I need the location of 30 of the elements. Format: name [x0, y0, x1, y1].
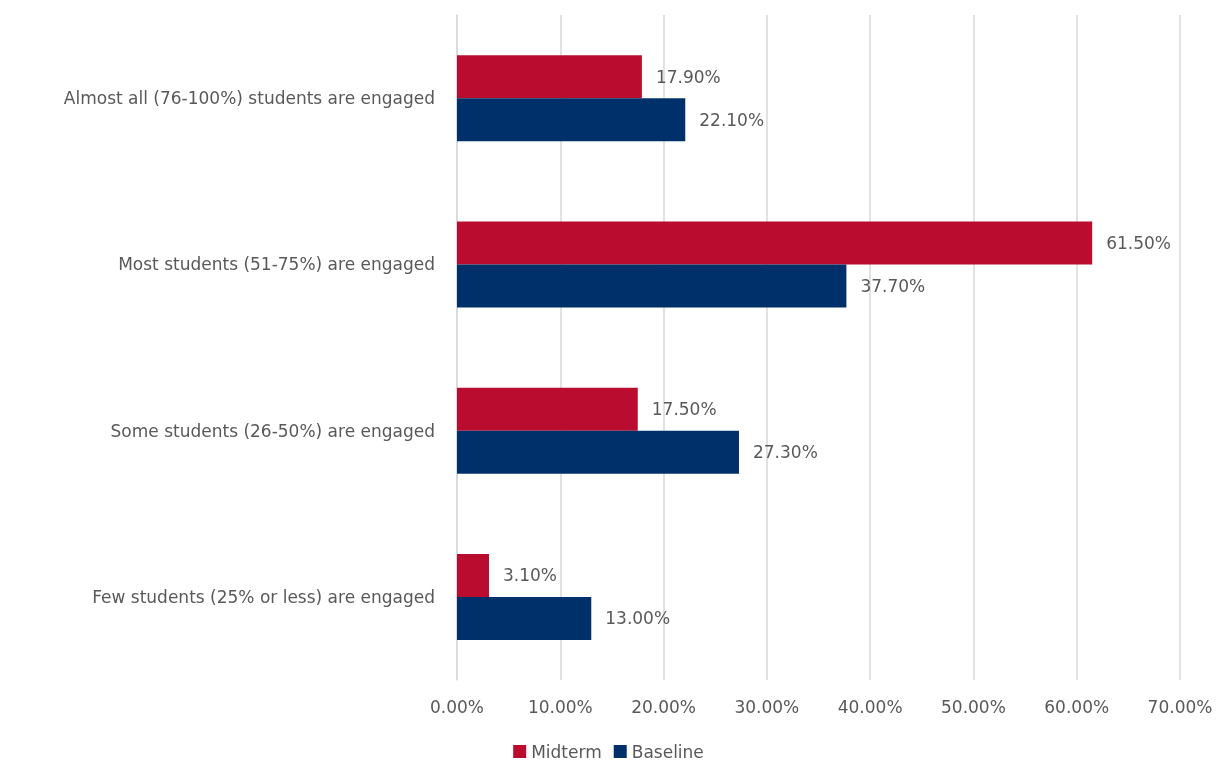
data-label: 17.90% [655, 66, 721, 87]
data-label: 22.10% [699, 109, 765, 130]
x-tick-label: 30.00% [734, 696, 800, 717]
bar [457, 553, 490, 597]
x-tick-label: 10.00% [527, 696, 593, 717]
x-tick-label: 60.00% [1044, 696, 1110, 717]
bar [457, 596, 592, 640]
x-tick-label: 40.00% [837, 696, 903, 717]
data-label: 61.50% [1106, 232, 1172, 253]
data-label: 13.00% [605, 608, 671, 629]
bar [457, 264, 847, 308]
x-tick-label: 50.00% [941, 696, 1006, 717]
x-tick-label: 20.00% [631, 696, 696, 717]
data-label: 3.10% [503, 565, 558, 586]
y-tick-label: Some students (26-50%) are engaged [110, 420, 435, 441]
bar [457, 98, 686, 142]
y-tick-label: Few students (25% or less) are engaged [92, 586, 435, 607]
data-label: 27.30% [752, 442, 818, 463]
bar [457, 430, 739, 474]
data-label: 37.70% [860, 275, 926, 296]
data-label: 17.50% [651, 399, 717, 420]
y-tick-label: Most students (51-75%) are engaged [118, 254, 435, 275]
x-tick-label: 70.00% [1147, 696, 1213, 717]
bar [457, 221, 1093, 265]
legend-label: Midterm [531, 741, 602, 762]
x-tick-label: 0.00% [429, 696, 485, 717]
y-tick-label: Almost all (76-100%) students are engaged [63, 88, 435, 109]
legend-label: Baseline [631, 741, 704, 762]
bar [457, 55, 642, 99]
bar [457, 387, 638, 431]
